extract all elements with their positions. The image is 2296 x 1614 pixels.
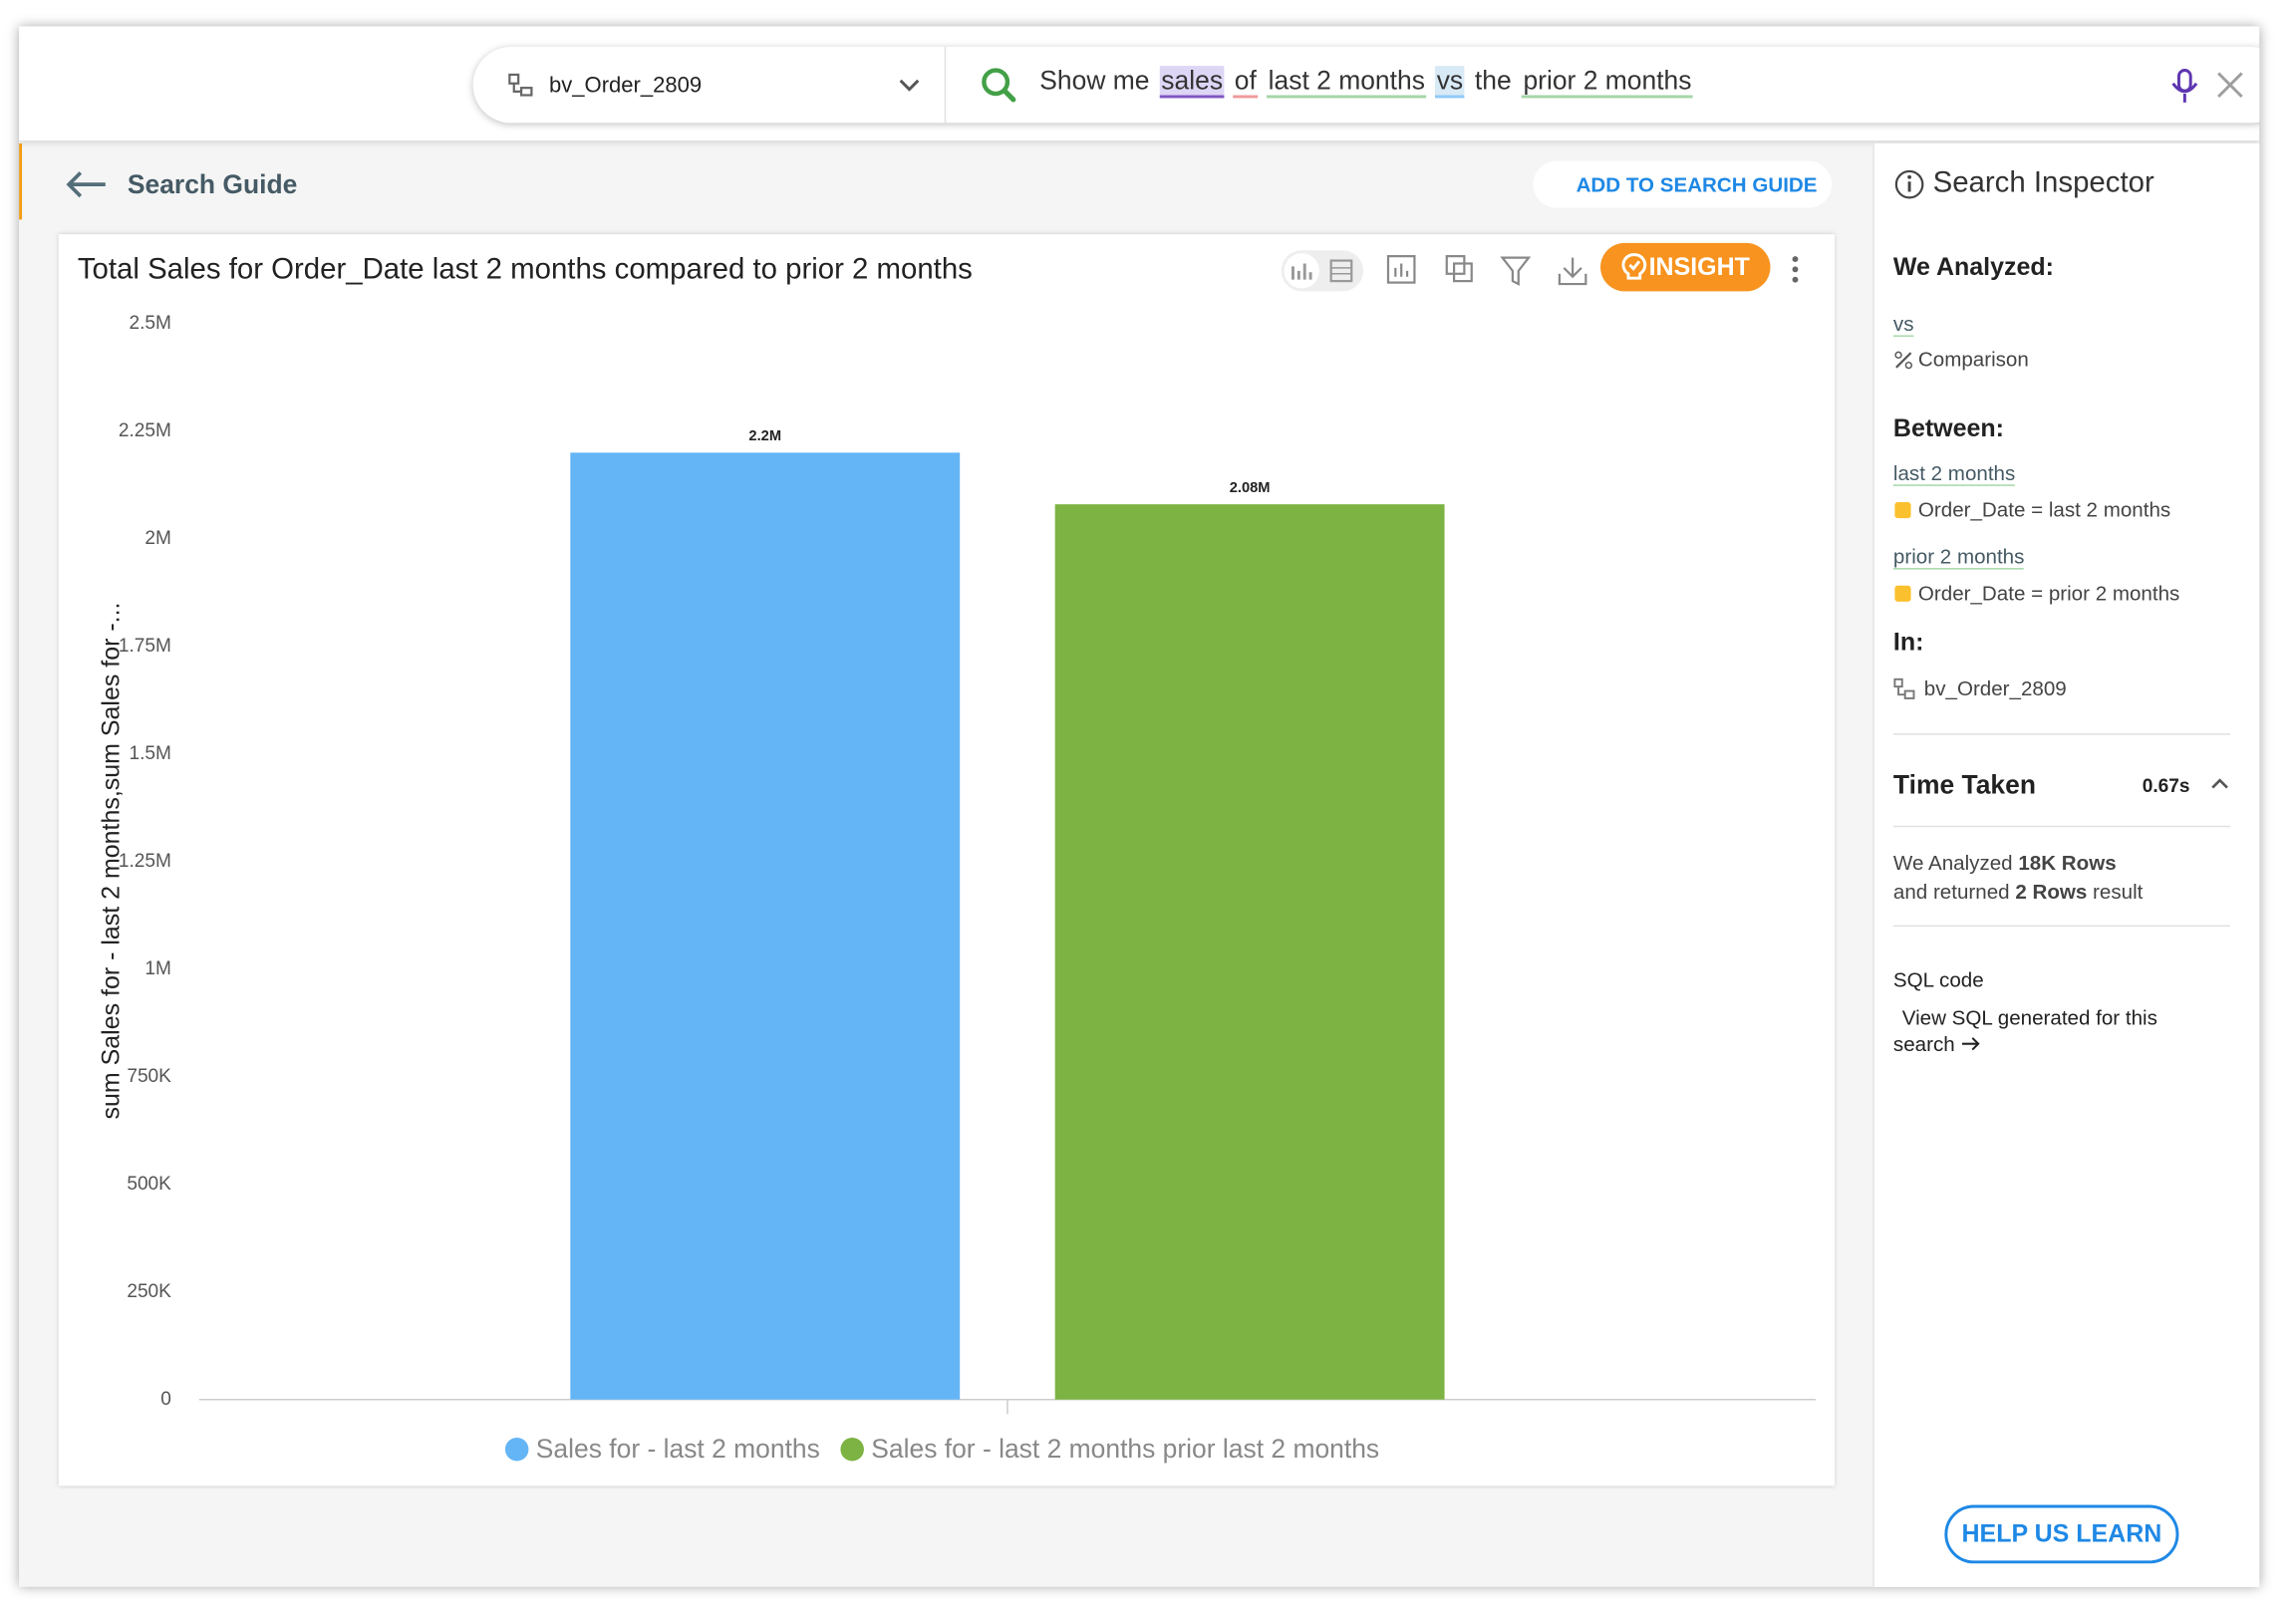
comparison-icon — [1894, 351, 1913, 370]
y-tick-label: 2.25M — [119, 420, 171, 441]
rows-analyzed: 18K Rows — [2018, 850, 2117, 875]
query-token: Show me — [1039, 66, 1150, 96]
mic-icon[interactable] — [2168, 68, 2200, 106]
search-icon — [982, 68, 1016, 103]
analyzed-type: Comparison — [1917, 347, 2029, 371]
y-tick-label: 250K — [127, 1281, 171, 1302]
y-tick-label: 2.5M — [129, 313, 170, 334]
y-tick-label: 2M — [144, 528, 171, 549]
back-label[interactable]: Search Guide — [127, 169, 298, 199]
y-tick-label: 1M — [144, 958, 171, 979]
time-taken: 0.67s — [2142, 774, 2190, 797]
y-tick-label: 1.5M — [129, 743, 170, 764]
y-tick-label: 1.75M — [119, 636, 171, 657]
collapse-caret[interactable] — [2209, 776, 2230, 791]
rows-summary: We Analyzed 18K Rows and returned 2 Rows… — [1893, 848, 2237, 907]
rows-text: We Analyzed — [1892, 850, 2013, 875]
top-bar: bv_Order_2809 Show me sales of last 2 month… — [19, 26, 2260, 141]
data-label: 2.08M — [1230, 480, 1271, 496]
divider — [944, 47, 947, 124]
y-tick-label: 1.25M — [119, 851, 171, 872]
bar — [1054, 504, 1445, 1400]
datasource-icon — [1893, 677, 1915, 699]
between-keyword: prior 2 months — [1892, 544, 2025, 570]
between-detail: Order_Date = prior 2 months — [1917, 581, 2180, 605]
y-axis-title: sum Sales for - last 2 months,sum Sales … — [98, 603, 126, 1120]
query-token: the — [1474, 66, 1512, 96]
dropdown-caret[interactable] — [898, 76, 922, 94]
y-tick-label: 500K — [127, 1174, 171, 1195]
legend-label: Sales for - last 2 months — [536, 1434, 820, 1464]
chart-tools[interactable] — [1385, 252, 1678, 290]
chart-card: INSIGHT Total Sales for Order_Date last … — [58, 234, 1836, 1486]
more-menu[interactable] — [1790, 252, 1802, 287]
search-inspector: Search Inspector We Analyzed: vs Compari… — [1872, 143, 2260, 1587]
data-label: 2.2M — [748, 428, 781, 444]
time-taken-label: Time Taken — [1892, 769, 2037, 800]
datasource-icon — [508, 73, 533, 97]
between-keyword: last 2 months — [1892, 460, 2016, 486]
rows-text: result — [2093, 880, 2144, 904]
separator — [1892, 825, 2230, 828]
sql-link-wrap[interactable]: View SQL generated for this search — [1893, 1004, 2186, 1057]
separator — [1892, 733, 2230, 735]
query-token: last 2 months — [1267, 66, 1427, 99]
in-source: bv_Order_2809 — [1923, 675, 2067, 700]
arrow-icon — [1961, 1037, 1980, 1051]
legend-swatch — [840, 1437, 864, 1462]
chart-title: Total Sales for Order_Date last 2 months… — [78, 253, 973, 286]
query-token: prior 2 months — [1521, 66, 1693, 99]
back-arrow[interactable] — [65, 169, 109, 198]
bar — [570, 452, 961, 1400]
help-button[interactable]: HELP US LEARN — [1944, 1504, 2179, 1564]
query-token: sales — [1159, 66, 1225, 99]
search-box[interactable]: bv_Order_2809 Show me sales of last 2 month… — [472, 47, 2260, 124]
add-to-guide-button[interactable]: ADD TO SEARCH GUIDE — [1533, 160, 1833, 208]
app-frame: bv_Order_2809 Show me sales of last 2 month… — [19, 26, 2260, 1587]
date-icon — [1894, 502, 1911, 519]
legend-swatch — [504, 1437, 529, 1462]
separator — [1892, 925, 2230, 928]
y-tick-label: 0 — [160, 1389, 171, 1410]
insight-icon — [1621, 253, 1647, 280]
datasource-name[interactable]: bv_Order_2809 — [549, 73, 703, 99]
sql-link[interactable]: View SQL generated for this search — [1892, 1005, 2157, 1056]
chart: Total Sales for Order_Date last 2 months… — [78, 253, 1817, 1464]
insight-button[interactable]: INSIGHT — [1600, 242, 1771, 292]
query[interactable]: Show me sales of last 2 months vs the prior 2 … — [1038, 66, 1702, 99]
info-icon — [1894, 169, 1924, 199]
accent — [19, 143, 23, 220]
date-icon — [1894, 585, 1911, 602]
query-token: of — [1233, 66, 1259, 99]
y-tick-label: 750K — [127, 1066, 171, 1087]
query-token: vs — [1435, 66, 1465, 99]
between-detail: Order_Date = last 2 months — [1917, 497, 2171, 522]
in-heading: In: — [1892, 628, 1924, 657]
view-toggle[interactable] — [1280, 249, 1364, 293]
rows-returned: 2 Rows — [2015, 880, 2088, 904]
inspector-title: Search Inspector — [1932, 166, 2154, 199]
analyzed-keyword: vs — [1892, 311, 1914, 337]
rows-text: and returned — [1892, 880, 2010, 904]
between-heading: Between: — [1892, 413, 2004, 442]
analyzed-heading: We Analyzed: — [1892, 253, 2054, 282]
legend-label: Sales for - last 2 months prior last 2 m… — [871, 1434, 1379, 1464]
sql-heading: SQL code — [1892, 967, 1984, 991]
clear-icon[interactable] — [2215, 71, 2244, 100]
